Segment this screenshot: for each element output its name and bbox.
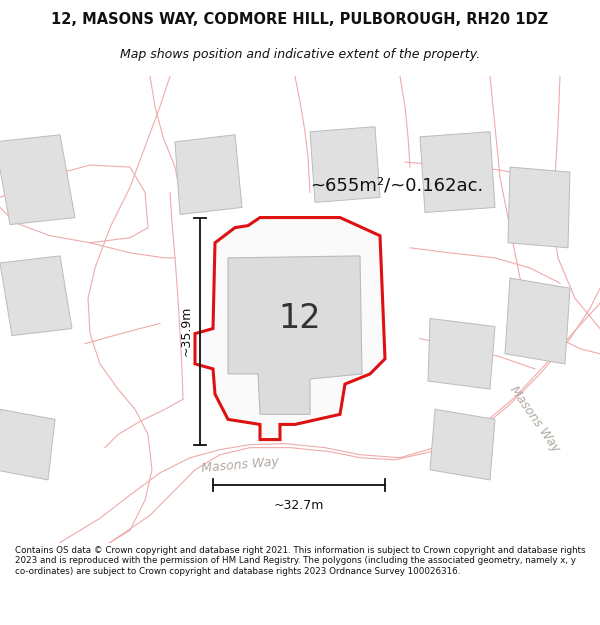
- Text: 12: 12: [278, 302, 322, 335]
- Polygon shape: [175, 135, 242, 214]
- Text: Contains OS data © Crown copyright and database right 2021. This information is : Contains OS data © Crown copyright and d…: [15, 546, 586, 576]
- Polygon shape: [420, 132, 495, 212]
- Text: ~655m²/~0.162ac.: ~655m²/~0.162ac.: [310, 176, 483, 194]
- Polygon shape: [430, 409, 495, 480]
- Polygon shape: [195, 217, 385, 439]
- Polygon shape: [0, 135, 75, 224]
- Polygon shape: [0, 256, 72, 336]
- Polygon shape: [505, 278, 570, 364]
- Text: Masons Way: Masons Way: [201, 455, 279, 474]
- Polygon shape: [228, 256, 362, 414]
- Polygon shape: [428, 319, 495, 389]
- Text: Map shows position and indicative extent of the property.: Map shows position and indicative extent…: [120, 48, 480, 61]
- Text: ~35.9m: ~35.9m: [179, 306, 193, 356]
- Text: ~32.7m: ~32.7m: [274, 499, 324, 512]
- Polygon shape: [508, 167, 570, 248]
- Text: Masons Way: Masons Way: [508, 384, 563, 455]
- Polygon shape: [0, 409, 55, 480]
- Text: 12, MASONS WAY, CODMORE HILL, PULBOROUGH, RH20 1DZ: 12, MASONS WAY, CODMORE HILL, PULBOROUGH…: [52, 11, 548, 26]
- Polygon shape: [310, 127, 380, 202]
